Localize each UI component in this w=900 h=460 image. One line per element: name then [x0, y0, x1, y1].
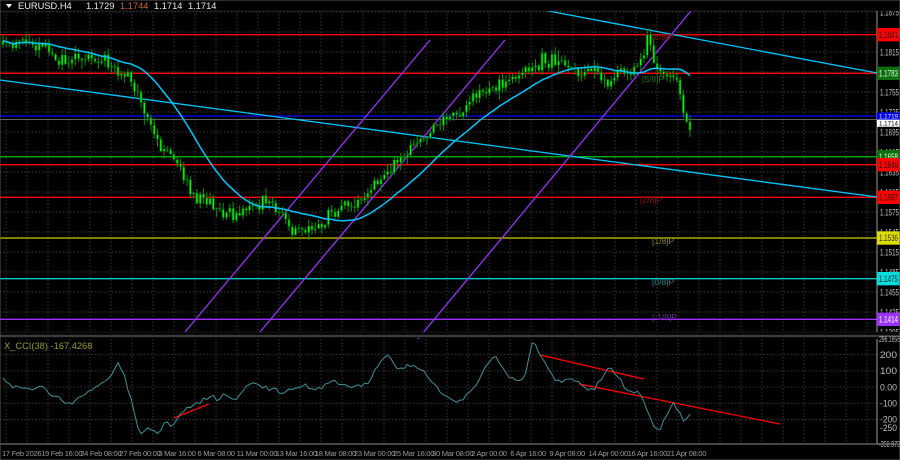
svg-text:1.1695: 1.1695 [880, 127, 899, 137]
svg-text:296.1656: 296.1656 [879, 334, 900, 344]
svg-text:1.1783: 1.1783 [879, 69, 898, 79]
svg-text:1.1475: 1.1475 [879, 274, 898, 284]
svg-text:17 Feb 2026: 17 Feb 2026 [2, 449, 41, 458]
svg-text:[5/8]P: [5/8]P [642, 74, 665, 84]
svg-text:1.1646: 1.1646 [879, 160, 898, 170]
svg-text:1.1515: 1.1515 [880, 247, 899, 257]
svg-text:25 Mar 16:00: 25 Mar 16:00 [393, 449, 434, 458]
svg-text:[0/8]P: [0/8]P [652, 277, 675, 287]
svg-text:6 Apr 16:00: 6 Apr 16:00 [510, 449, 546, 458]
svg-text:200: 200 [880, 350, 897, 360]
svg-text:18 Mar 08:00: 18 Mar 08:00 [315, 449, 356, 458]
svg-text:-100: -100 [880, 398, 897, 408]
svg-text:6 Mar 08:00: 6 Mar 08:00 [198, 449, 235, 458]
svg-text:-250: -250 [880, 423, 897, 433]
svg-text:1.1744: 1.1744 [120, 1, 148, 11]
svg-text:16 Apr 16:00: 16 Apr 16:00 [628, 449, 668, 458]
svg-text:21 Apr 08:00: 21 Apr 08:00 [667, 449, 707, 458]
svg-text:[6/8]P: [6/8]P [652, 32, 675, 42]
svg-text:1.1414: 1.1414 [879, 315, 898, 325]
svg-text:1.1815: 1.1815 [880, 47, 899, 57]
svg-text:11 Mar 00:00: 11 Mar 00:00 [237, 449, 278, 458]
svg-text:X_CCI(38) -167.4268: X_CCI(38) -167.4268 [4, 341, 92, 351]
svg-text:1.1536: 1.1536 [879, 233, 898, 243]
svg-text:1.1714: 1.1714 [879, 120, 898, 127]
svg-text:13 Mar 16:00: 13 Mar 16:00 [276, 449, 317, 458]
svg-text:1.1729: 1.1729 [86, 1, 114, 11]
svg-text:EURUSD.H4: EURUSD.H4 [18, 1, 72, 11]
svg-text:2 Apr 00:00: 2 Apr 00:00 [471, 449, 507, 458]
svg-text:27 Feb 00:00: 27 Feb 00:00 [119, 449, 160, 458]
svg-text:30 Mar 08:00: 30 Mar 08:00 [432, 449, 473, 458]
svg-text:1.1714: 1.1714 [188, 1, 216, 11]
svg-text:0.00: 0.00 [880, 382, 897, 392]
svg-text:3 Mar 16:00: 3 Mar 16:00 [158, 449, 195, 458]
svg-text:19 Feb 16:00: 19 Feb 16:00 [41, 449, 82, 458]
svg-text:100: 100 [880, 366, 897, 376]
svg-text:1.1755: 1.1755 [880, 87, 899, 97]
svg-text:23 Mar 00:00: 23 Mar 00:00 [354, 449, 395, 458]
svg-text:[-1/8]P: [-1/8]P [652, 312, 677, 322]
svg-text:1.1719: 1.1719 [879, 113, 898, 120]
svg-text:1.1841: 1.1841 [879, 30, 898, 40]
svg-text:[1/8]P: [1/8]P [652, 236, 675, 246]
svg-text:1.1597: 1.1597 [879, 193, 898, 203]
svg-text:9 Apr 08:00: 9 Apr 08:00 [549, 449, 585, 458]
svg-text:1.1575: 1.1575 [880, 207, 899, 217]
svg-text:[2/8]P: [2/8]P [640, 195, 663, 205]
svg-text:1.1455: 1.1455 [880, 287, 899, 297]
svg-text:14 Apr 00:00: 14 Apr 00:00 [589, 449, 629, 458]
svg-text:1.1714: 1.1714 [154, 1, 182, 11]
svg-text:24 Feb 08:00: 24 Feb 08:00 [80, 449, 121, 458]
